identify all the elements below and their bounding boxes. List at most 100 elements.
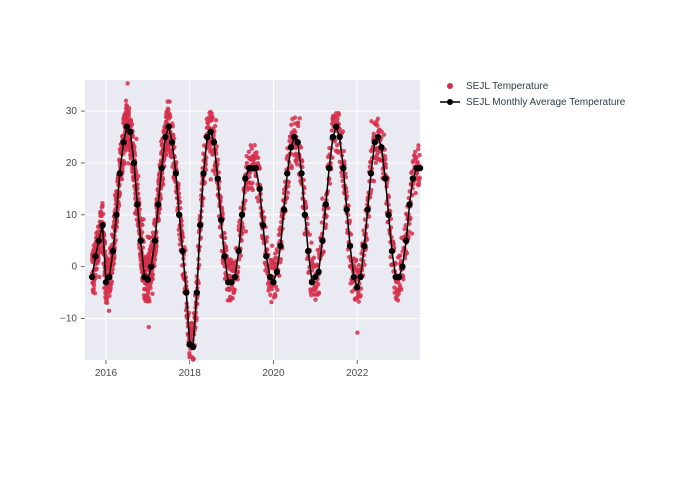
avg-marker <box>158 165 164 171</box>
scatter-point <box>124 148 128 152</box>
avg-marker <box>207 129 213 135</box>
scatter-point <box>316 282 320 286</box>
avg-marker <box>277 243 283 249</box>
scatter-point <box>341 129 345 133</box>
avg-marker <box>256 186 262 192</box>
avg-marker <box>284 170 290 176</box>
avg-marker <box>396 274 402 280</box>
scatter-point <box>293 115 297 119</box>
scatter-point <box>296 124 300 128</box>
avg-marker <box>239 212 245 218</box>
scatter-point <box>166 108 170 112</box>
scatter-point <box>136 174 140 178</box>
scatter-point <box>299 145 303 149</box>
avg-marker <box>253 165 259 171</box>
scatter-point <box>107 294 111 298</box>
scatter-point <box>224 248 228 252</box>
scatter-point <box>167 99 171 103</box>
scatter-point <box>127 111 131 115</box>
avg-marker <box>333 123 339 129</box>
y-tick-label: 10 <box>66 210 78 221</box>
avg-marker <box>385 212 391 218</box>
scatter-point <box>410 231 414 235</box>
avg-marker <box>127 129 133 135</box>
scatter-point <box>375 123 379 127</box>
avg-marker <box>183 289 189 295</box>
avg-marker <box>336 134 342 140</box>
avg-marker <box>106 274 112 280</box>
scatter-point <box>298 116 302 120</box>
scatter-point <box>130 122 134 126</box>
x-tick-label: 2022 <box>346 368 369 379</box>
scatter-point <box>153 258 157 262</box>
scatter-point <box>354 258 358 262</box>
scatter-point <box>151 273 155 277</box>
avg-marker <box>354 284 360 290</box>
scatter-point <box>320 196 324 200</box>
avg-marker <box>176 212 182 218</box>
avg-marker <box>361 243 367 249</box>
legend: SEJL Temperature SEJL Monthly Average Tem… <box>440 81 626 108</box>
avg-marker <box>162 134 168 140</box>
scatter-point <box>101 212 105 216</box>
avg-marker <box>218 217 224 223</box>
avg-marker <box>326 165 332 171</box>
avg-marker <box>288 144 294 150</box>
scatter-point <box>355 331 359 335</box>
scatter-point <box>97 275 101 279</box>
avg-marker <box>89 274 95 280</box>
avg-marker <box>351 274 357 280</box>
avg-marker <box>169 139 175 145</box>
legend-label: SEJL Temperature <box>466 81 549 92</box>
scatter-point <box>374 161 378 165</box>
scatter-point <box>105 301 109 305</box>
scatter-point <box>376 117 380 121</box>
scatter-point <box>124 99 128 103</box>
avg-marker <box>155 201 161 207</box>
avg-marker <box>145 276 151 282</box>
avg-marker <box>305 248 311 254</box>
avg-marker <box>330 134 336 140</box>
scatter-point <box>255 195 259 199</box>
avg-marker <box>166 123 172 129</box>
avg-marker <box>399 263 405 269</box>
avg-marker <box>232 274 238 280</box>
scatter-point <box>250 147 254 151</box>
scatter-point <box>417 153 421 157</box>
avg-marker <box>410 175 416 181</box>
y-tick-label: 30 <box>66 106 78 117</box>
avg-marker <box>120 139 126 145</box>
avg-marker <box>295 139 301 145</box>
scatter-point <box>399 287 403 291</box>
avg-marker <box>148 263 154 269</box>
avg-marker <box>137 238 143 244</box>
scatter-point <box>312 256 316 260</box>
avg-marker <box>340 165 346 171</box>
avg-marker <box>403 238 409 244</box>
avg-marker <box>179 248 185 254</box>
avg-marker <box>242 175 248 181</box>
scatter-point <box>402 227 406 231</box>
avg-marker <box>368 170 374 176</box>
avg-marker <box>200 170 206 176</box>
scatter-point <box>362 263 366 267</box>
avg-marker <box>221 253 227 259</box>
avg-marker <box>96 238 102 244</box>
legend-label: SEJL Monthly Average Temperature <box>466 97 626 108</box>
scatter-point <box>245 161 249 165</box>
avg-marker <box>190 344 196 350</box>
scatter-point <box>382 133 386 137</box>
scatter-point <box>134 137 138 141</box>
avg-marker <box>406 201 412 207</box>
scatter-point <box>147 325 151 329</box>
scatter-point <box>230 296 234 300</box>
scatter-point <box>122 161 126 165</box>
scatter-point <box>357 299 361 303</box>
avg-marker <box>323 201 329 207</box>
avg-marker <box>211 139 217 145</box>
scatter-point <box>396 298 400 302</box>
avg-marker <box>131 160 137 166</box>
scatter-point <box>146 291 150 295</box>
scatter-point <box>140 223 144 227</box>
avg-marker <box>389 248 395 254</box>
